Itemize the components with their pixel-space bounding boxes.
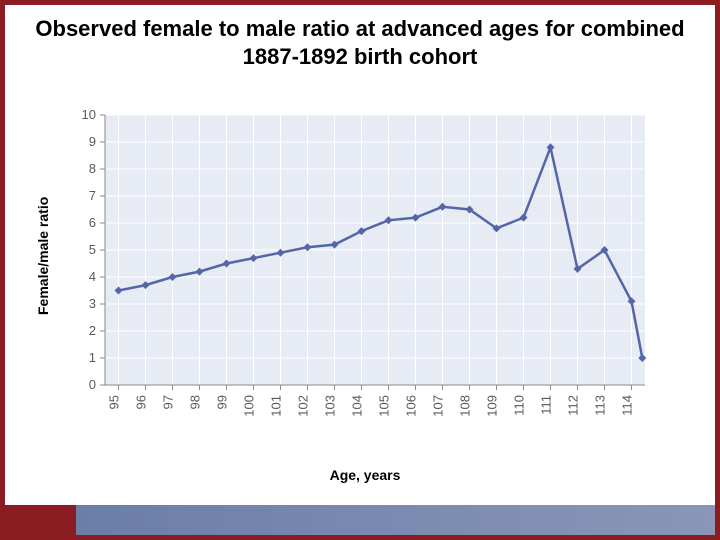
svg-text:96: 96 [134, 395, 149, 409]
svg-text:0: 0 [89, 377, 96, 392]
chart-container: Female/male ratio 0123456789109596979899… [65, 115, 665, 475]
svg-text:98: 98 [188, 395, 203, 409]
svg-text:3: 3 [89, 296, 96, 311]
svg-text:113: 113 [593, 395, 608, 416]
svg-text:102: 102 [296, 395, 311, 417]
svg-text:110: 110 [512, 395, 527, 416]
svg-text:7: 7 [89, 188, 96, 203]
svg-text:99: 99 [215, 395, 230, 409]
svg-text:108: 108 [458, 395, 473, 417]
svg-text:111: 111 [539, 395, 554, 415]
x-axis-label: Age, years [65, 467, 665, 483]
svg-text:101: 101 [269, 395, 284, 417]
y-axis-label: Female/male ratio [35, 197, 51, 315]
svg-text:114: 114 [620, 395, 635, 416]
svg-text:95: 95 [107, 395, 122, 409]
svg-text:103: 103 [323, 395, 338, 417]
svg-text:1: 1 [89, 350, 96, 365]
y-axis-label-wrap: Female/male ratio [25, 115, 45, 415]
svg-text:105: 105 [377, 395, 392, 417]
svg-text:109: 109 [485, 395, 500, 417]
svg-text:106: 106 [404, 395, 419, 417]
svg-text:97: 97 [161, 395, 176, 409]
slide-frame: Observed female to male ratio at advance… [0, 0, 720, 540]
slide-title: Observed female to male ratio at advance… [35, 15, 685, 70]
svg-text:5: 5 [89, 242, 96, 257]
svg-text:107: 107 [431, 395, 446, 417]
svg-text:10: 10 [82, 107, 96, 122]
svg-text:2: 2 [89, 323, 96, 338]
svg-text:6: 6 [89, 215, 96, 230]
svg-text:100: 100 [242, 395, 257, 417]
svg-text:112: 112 [566, 395, 581, 416]
svg-text:4: 4 [89, 269, 96, 284]
svg-text:9: 9 [89, 134, 96, 149]
svg-text:104: 104 [350, 395, 365, 417]
line-chart: 0123456789109596979899100101102103104105… [65, 115, 665, 455]
svg-text:8: 8 [89, 161, 96, 176]
footer-accent-bar [5, 505, 715, 535]
